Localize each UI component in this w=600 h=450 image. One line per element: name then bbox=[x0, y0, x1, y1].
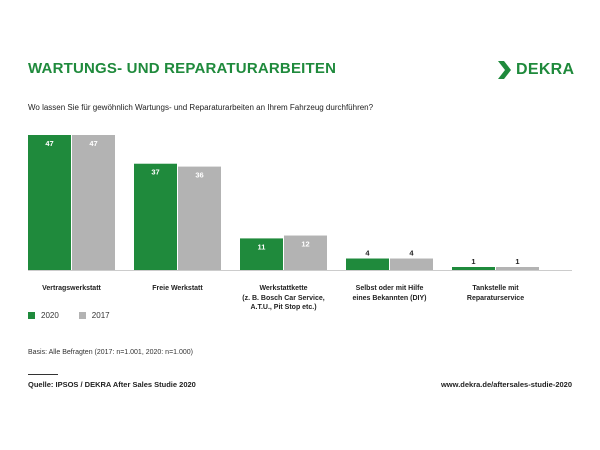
legend-label-2020: 2020 bbox=[41, 311, 59, 320]
source-url[interactable]: www.dekra.de/aftersales-studie-2020 bbox=[440, 380, 572, 389]
category-label-2: Werkstattkette (z. B. Bosch Car Service,… bbox=[242, 285, 325, 311]
legend-swatch-2020 bbox=[28, 312, 35, 319]
data-label-2017-1: 36 bbox=[195, 171, 203, 180]
legend: 2020 2017 bbox=[28, 311, 130, 320]
logo-text: DEKRA bbox=[516, 61, 575, 78]
data-label-2020-2: 11 bbox=[258, 242, 266, 251]
bar-2017-0 bbox=[72, 135, 115, 270]
bar-2017-3 bbox=[390, 258, 433, 270]
data-label-2017-4: 1 bbox=[515, 257, 519, 266]
bar-2017-4 bbox=[496, 267, 539, 270]
legend-swatch-2017 bbox=[78, 312, 86, 319]
dekra-logo: DEKRA bbox=[496, 58, 574, 82]
data-label-2020-0: 47 bbox=[45, 139, 53, 148]
survey-question: Wo lassen Sie für gewöhnlich Wartungs- u… bbox=[28, 103, 374, 112]
category-label-1: Freie Werkstatt bbox=[152, 285, 203, 292]
category-label-4: Tankstelle mit Reparaturservice bbox=[466, 285, 525, 302]
category-label-3: Selbst oder mit Hilfe eines Bekannten (D… bbox=[352, 285, 427, 302]
data-label-2017-0: 47 bbox=[89, 139, 97, 148]
footer-divider bbox=[28, 374, 58, 375]
bar-2020-4 bbox=[452, 267, 495, 270]
bar-2020-3 bbox=[346, 258, 389, 270]
data-label-2020-3: 4 bbox=[365, 249, 370, 258]
data-label-2020-1: 37 bbox=[151, 168, 159, 177]
legend-item-2017: 2017 bbox=[78, 311, 110, 320]
data-label-2020-4: 1 bbox=[471, 257, 475, 266]
bar-2020-0 bbox=[28, 135, 71, 270]
source-text: Quelle: IPSOS / DEKRA After Sales Studie… bbox=[28, 380, 196, 389]
bar-2017-2 bbox=[284, 235, 327, 270]
chart-title: WARTUNGS- UND REPARATURARBEITEN bbox=[28, 60, 337, 77]
basis-note: Basis: Alle Befragten (2017: n=1.001, 20… bbox=[28, 349, 194, 356]
dekra-arrow-icon bbox=[498, 61, 511, 79]
bar-2020-1 bbox=[134, 163, 177, 270]
legend-item-2020: 2020 bbox=[28, 311, 59, 320]
data-label-2017-3: 4 bbox=[409, 249, 414, 258]
bar-2020-2 bbox=[240, 238, 283, 270]
legend-label-2017: 2017 bbox=[91, 311, 110, 320]
data-label-2017-2: 12 bbox=[301, 240, 309, 249]
category-label-0: Vertragswerkstatt bbox=[42, 285, 101, 292]
bar-2017-1 bbox=[178, 166, 221, 270]
